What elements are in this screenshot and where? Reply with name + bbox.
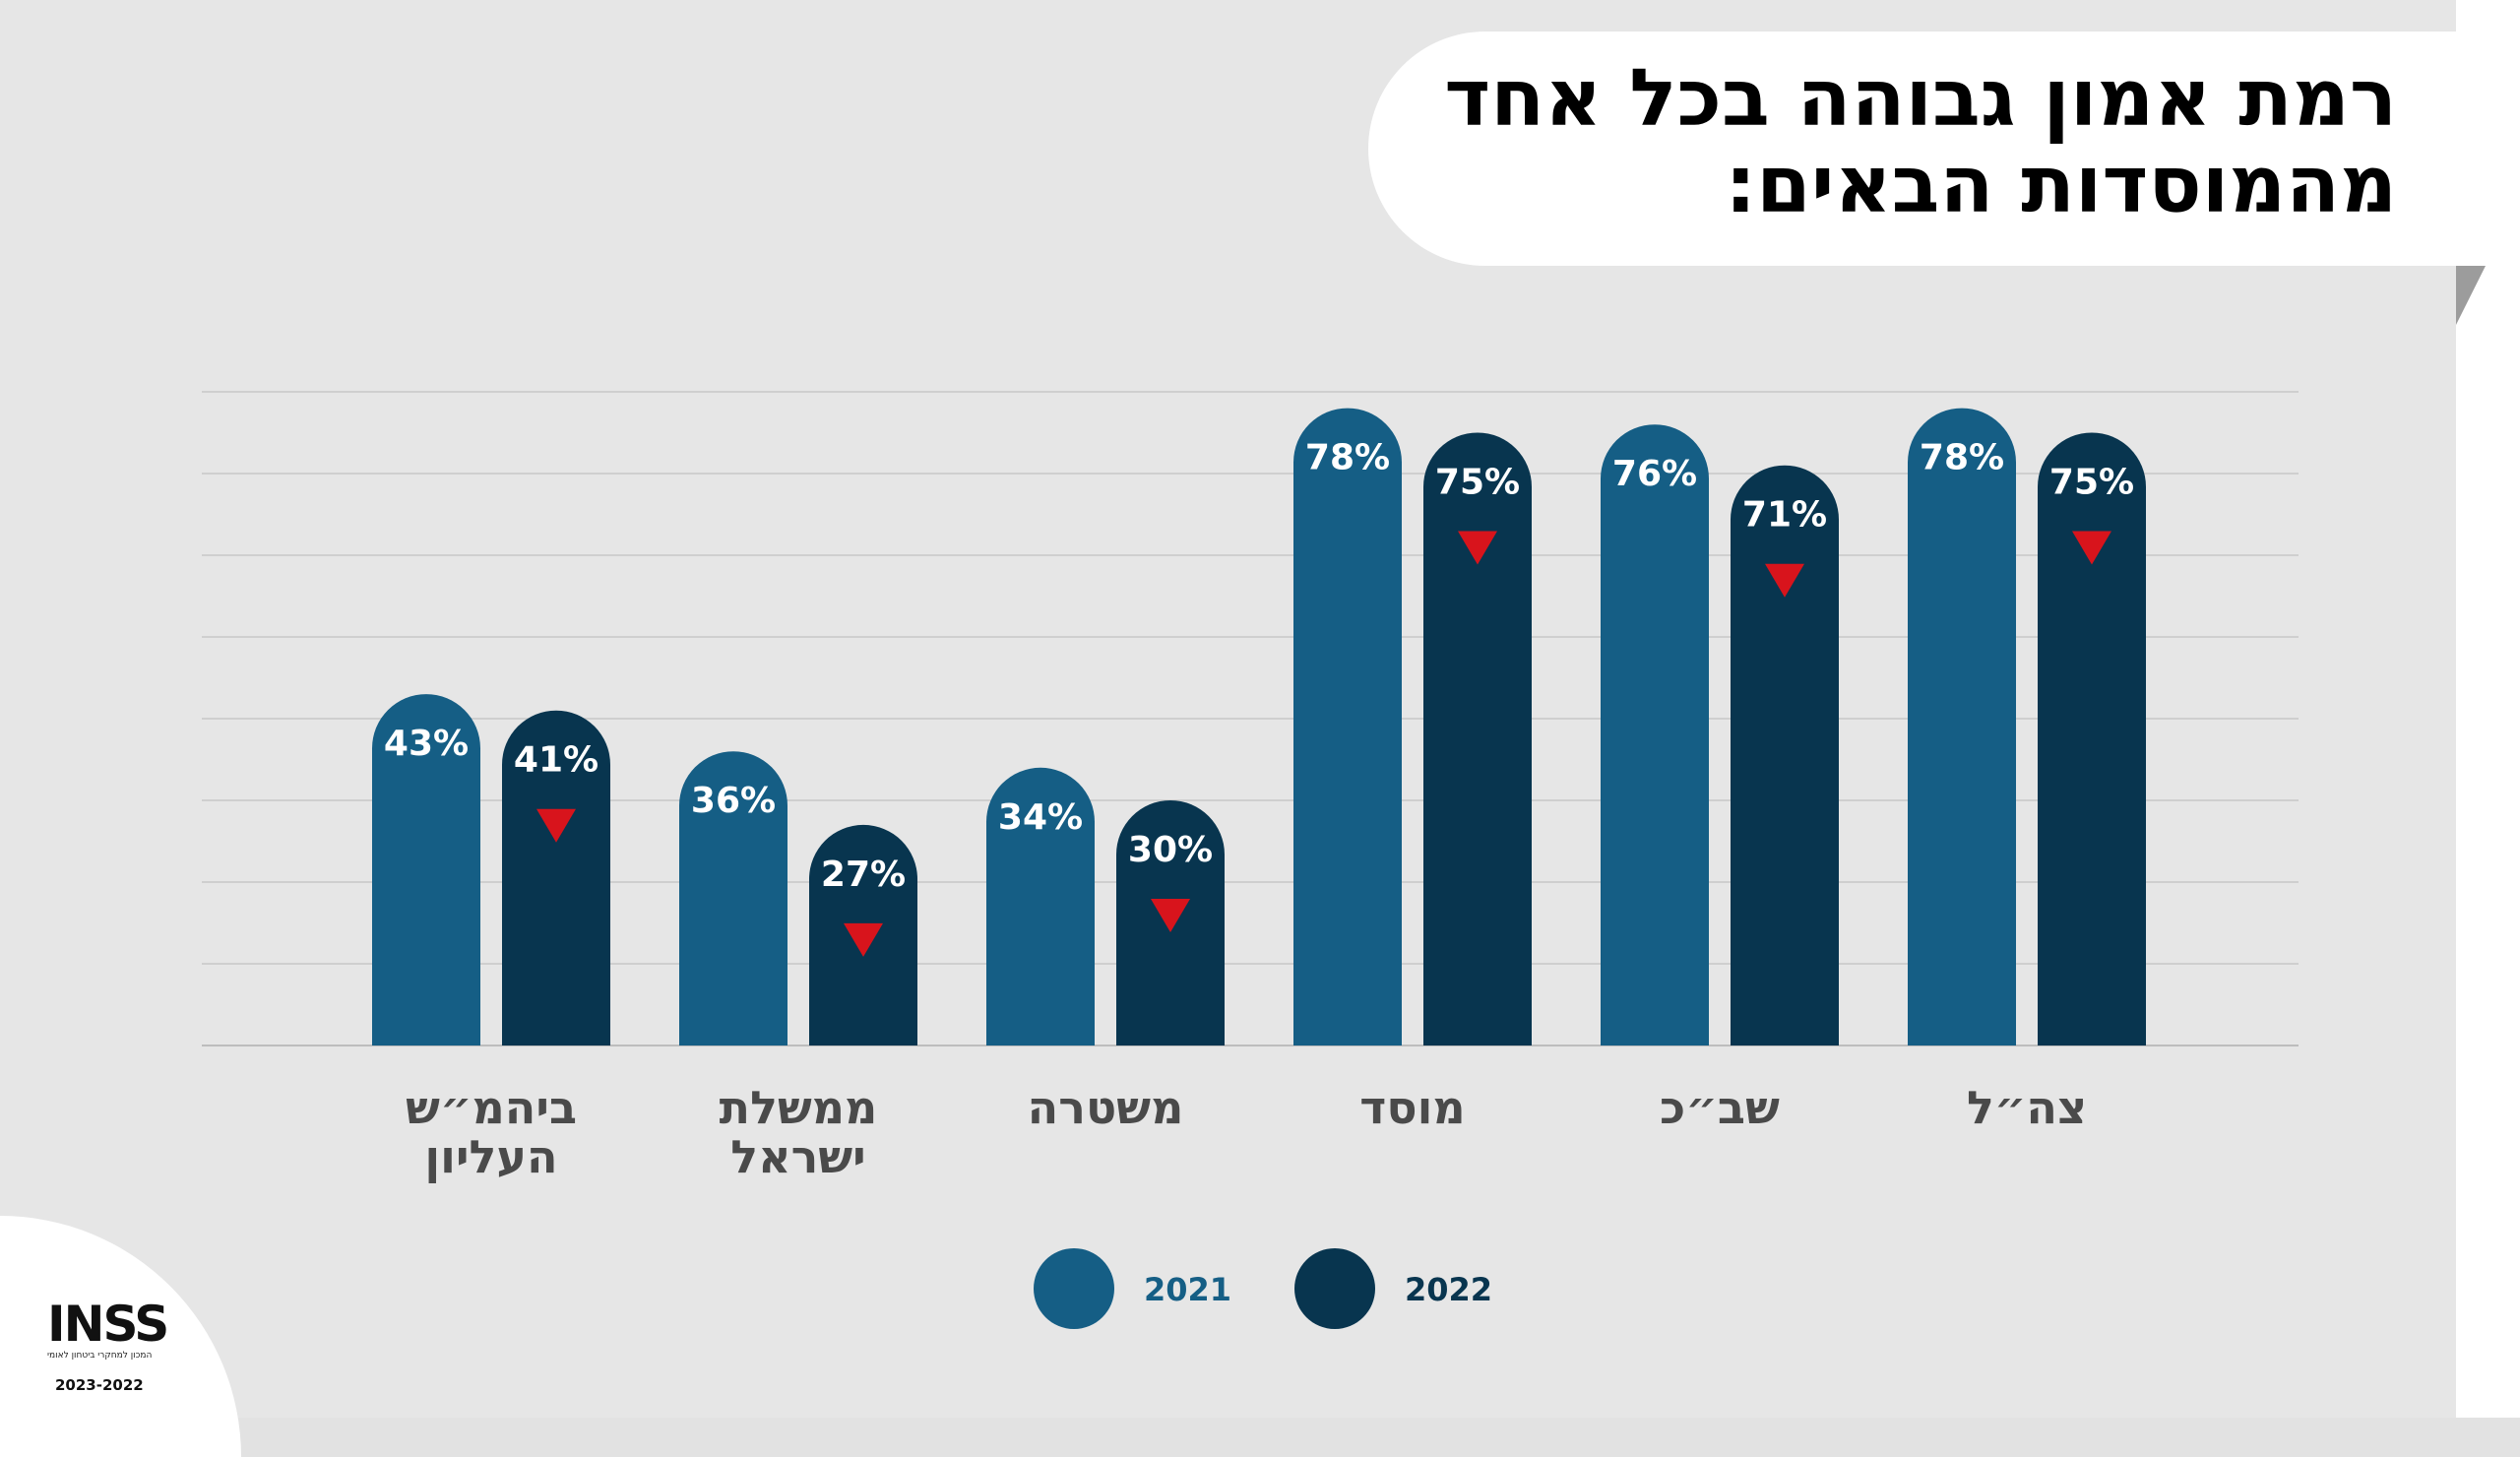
legend-swatch-2022 [1294, 1248, 1375, 1329]
data-label-2022-0: 41% [514, 740, 598, 781]
data-label-2022-3: 75% [1435, 463, 1520, 503]
data-label-2022-1: 27% [821, 855, 906, 895]
bar-2021-5 [1907, 408, 2016, 1045]
decline-arrow-icon-1 [844, 922, 883, 957]
data-label-2021-3: 78% [1305, 438, 1390, 478]
category-label-4: שב״כ [1572, 1083, 1867, 1132]
legend-label-2022: 2022 [1405, 1271, 1493, 1308]
title-banner-fold [2456, 266, 2486, 325]
decline-arrow-icon-4 [1765, 563, 1804, 598]
category-label-2-line-0: משטרה [1027, 1081, 1184, 1134]
data-label-2021-5: 78% [1920, 438, 2004, 478]
chart-title-line-2: מהמוסדות הבאים: [1725, 139, 2397, 230]
category-label-1-line-0: ממשלת [719, 1081, 878, 1134]
decline-arrow-icon-3 [1458, 531, 1497, 565]
category-label-4-line-0: שב״כ [1660, 1081, 1780, 1134]
bar-2022-3 [1423, 432, 1532, 1045]
logo-years: 2023-2022 [55, 1376, 144, 1394]
legend-label-2021: 2021 [1144, 1271, 1232, 1308]
bar-chart: 43% 41% 36% 27% 34% 30% 78% 75% 76% 71% 78% 75% [202, 391, 2299, 1046]
bar-2021-1 [679, 751, 788, 1045]
data-label-2021-1: 36% [691, 781, 776, 821]
category-label-0-line-0: ביהמ״ש [405, 1081, 578, 1134]
bars: 43% 41% 36% 27% 34% 30% 78% 75% 76% 71% 78% 75% [372, 408, 2146, 1046]
category-label-2: משטרה [958, 1083, 1253, 1132]
data-label-2022-2: 30% [1128, 830, 1213, 870]
data-label-2021-4: 76% [1612, 454, 1697, 494]
data-label-2022-5: 75% [2049, 463, 2134, 503]
category-label-3-line-0: מוסד [1359, 1081, 1466, 1134]
title-banner: רמת אמון גבוהה בכל אחד מהמוסדות הבאים: [1368, 32, 2490, 266]
category-label-0: ביהמ״ש העליון [344, 1083, 639, 1181]
decline-arrow-icon-2 [1151, 899, 1190, 932]
bar-2021-3 [1293, 408, 1402, 1045]
decline-arrow-icon-5 [2072, 531, 2111, 565]
data-label-2021-0: 43% [384, 724, 469, 764]
decline-arrow-icon-0 [536, 808, 576, 843]
data-label-2021-2: 34% [998, 797, 1083, 838]
category-label-5-line-0: צה״ל [1966, 1081, 2088, 1134]
inss-logo: INSS [47, 1296, 169, 1353]
data-label-2022-4: 71% [1742, 495, 1827, 536]
bar-2021-2 [986, 767, 1095, 1045]
chart-title-line-1: רמת אמון גבוהה בכל אחד [1444, 52, 2397, 144]
bar-2022-5 [2038, 432, 2146, 1045]
bar-2021-0 [372, 694, 480, 1045]
category-label-5: צה״ל [1879, 1083, 2174, 1132]
bar-2021-4 [1601, 424, 1709, 1045]
bar-2022-4 [1731, 465, 1839, 1046]
bar-2022-0 [502, 710, 610, 1045]
category-label-1: ממשלת ישראל [651, 1083, 946, 1181]
inss-logo-subtitle: המכון למחקרי ביטחון לאומי [47, 1351, 153, 1361]
category-label-3: מוסד [1265, 1083, 1560, 1132]
legend-swatch-2021 [1034, 1248, 1114, 1329]
category-label-1-line-1: ישראל [730, 1130, 866, 1183]
category-label-0-line-1: העליון [424, 1130, 558, 1183]
